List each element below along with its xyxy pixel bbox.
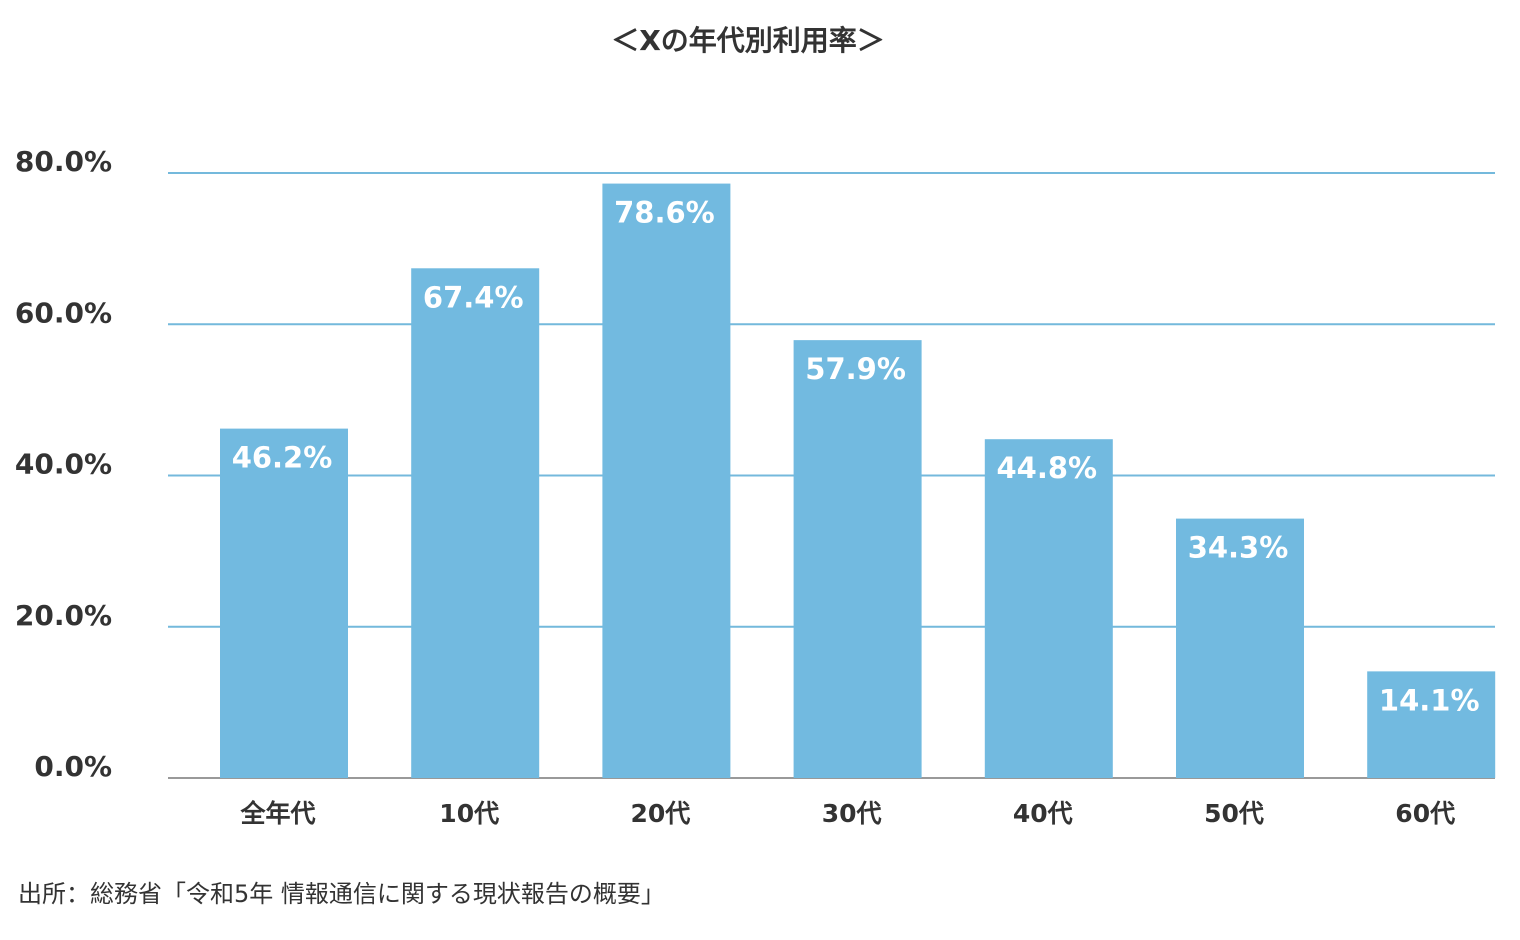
y-tick-label: 20.0% <box>15 599 112 632</box>
bar <box>984 439 1113 778</box>
x-tick-label: 60代 <box>1395 799 1455 828</box>
y-tick-label: 0.0% <box>34 750 112 783</box>
value-label: 78.6% <box>614 196 715 230</box>
y-tick-label: 80.0% <box>15 145 112 178</box>
x-tick-label: 20代 <box>631 799 691 828</box>
bar <box>602 183 731 778</box>
value-label: 46.2% <box>232 441 333 475</box>
value-label: 67.4% <box>423 280 524 314</box>
chart-title: ＜Xの年代別利用率＞ <box>611 24 885 57</box>
bar <box>220 428 348 778</box>
x-tick-label: 30代 <box>822 799 882 828</box>
bar <box>793 340 922 778</box>
x-tick-label: 50代 <box>1204 799 1264 828</box>
value-label: 57.9% <box>805 352 906 386</box>
x-tick-label: 40代 <box>1013 799 1073 828</box>
value-label: 34.3% <box>1188 531 1289 565</box>
value-label: 44.8% <box>996 451 1097 485</box>
bar <box>1176 518 1304 778</box>
bar <box>1367 671 1496 778</box>
bar <box>411 268 540 778</box>
x-tick-label: 全年代 <box>239 799 315 828</box>
source-note: 出所：総務省「令和5年 情報通信に関する現状報告の概要」 <box>18 880 665 908</box>
value-label: 14.1% <box>1379 683 1480 717</box>
x-tick-label: 10代 <box>439 799 499 828</box>
y-tick-label: 60.0% <box>15 296 112 329</box>
y-tick-label: 40.0% <box>15 448 112 481</box>
